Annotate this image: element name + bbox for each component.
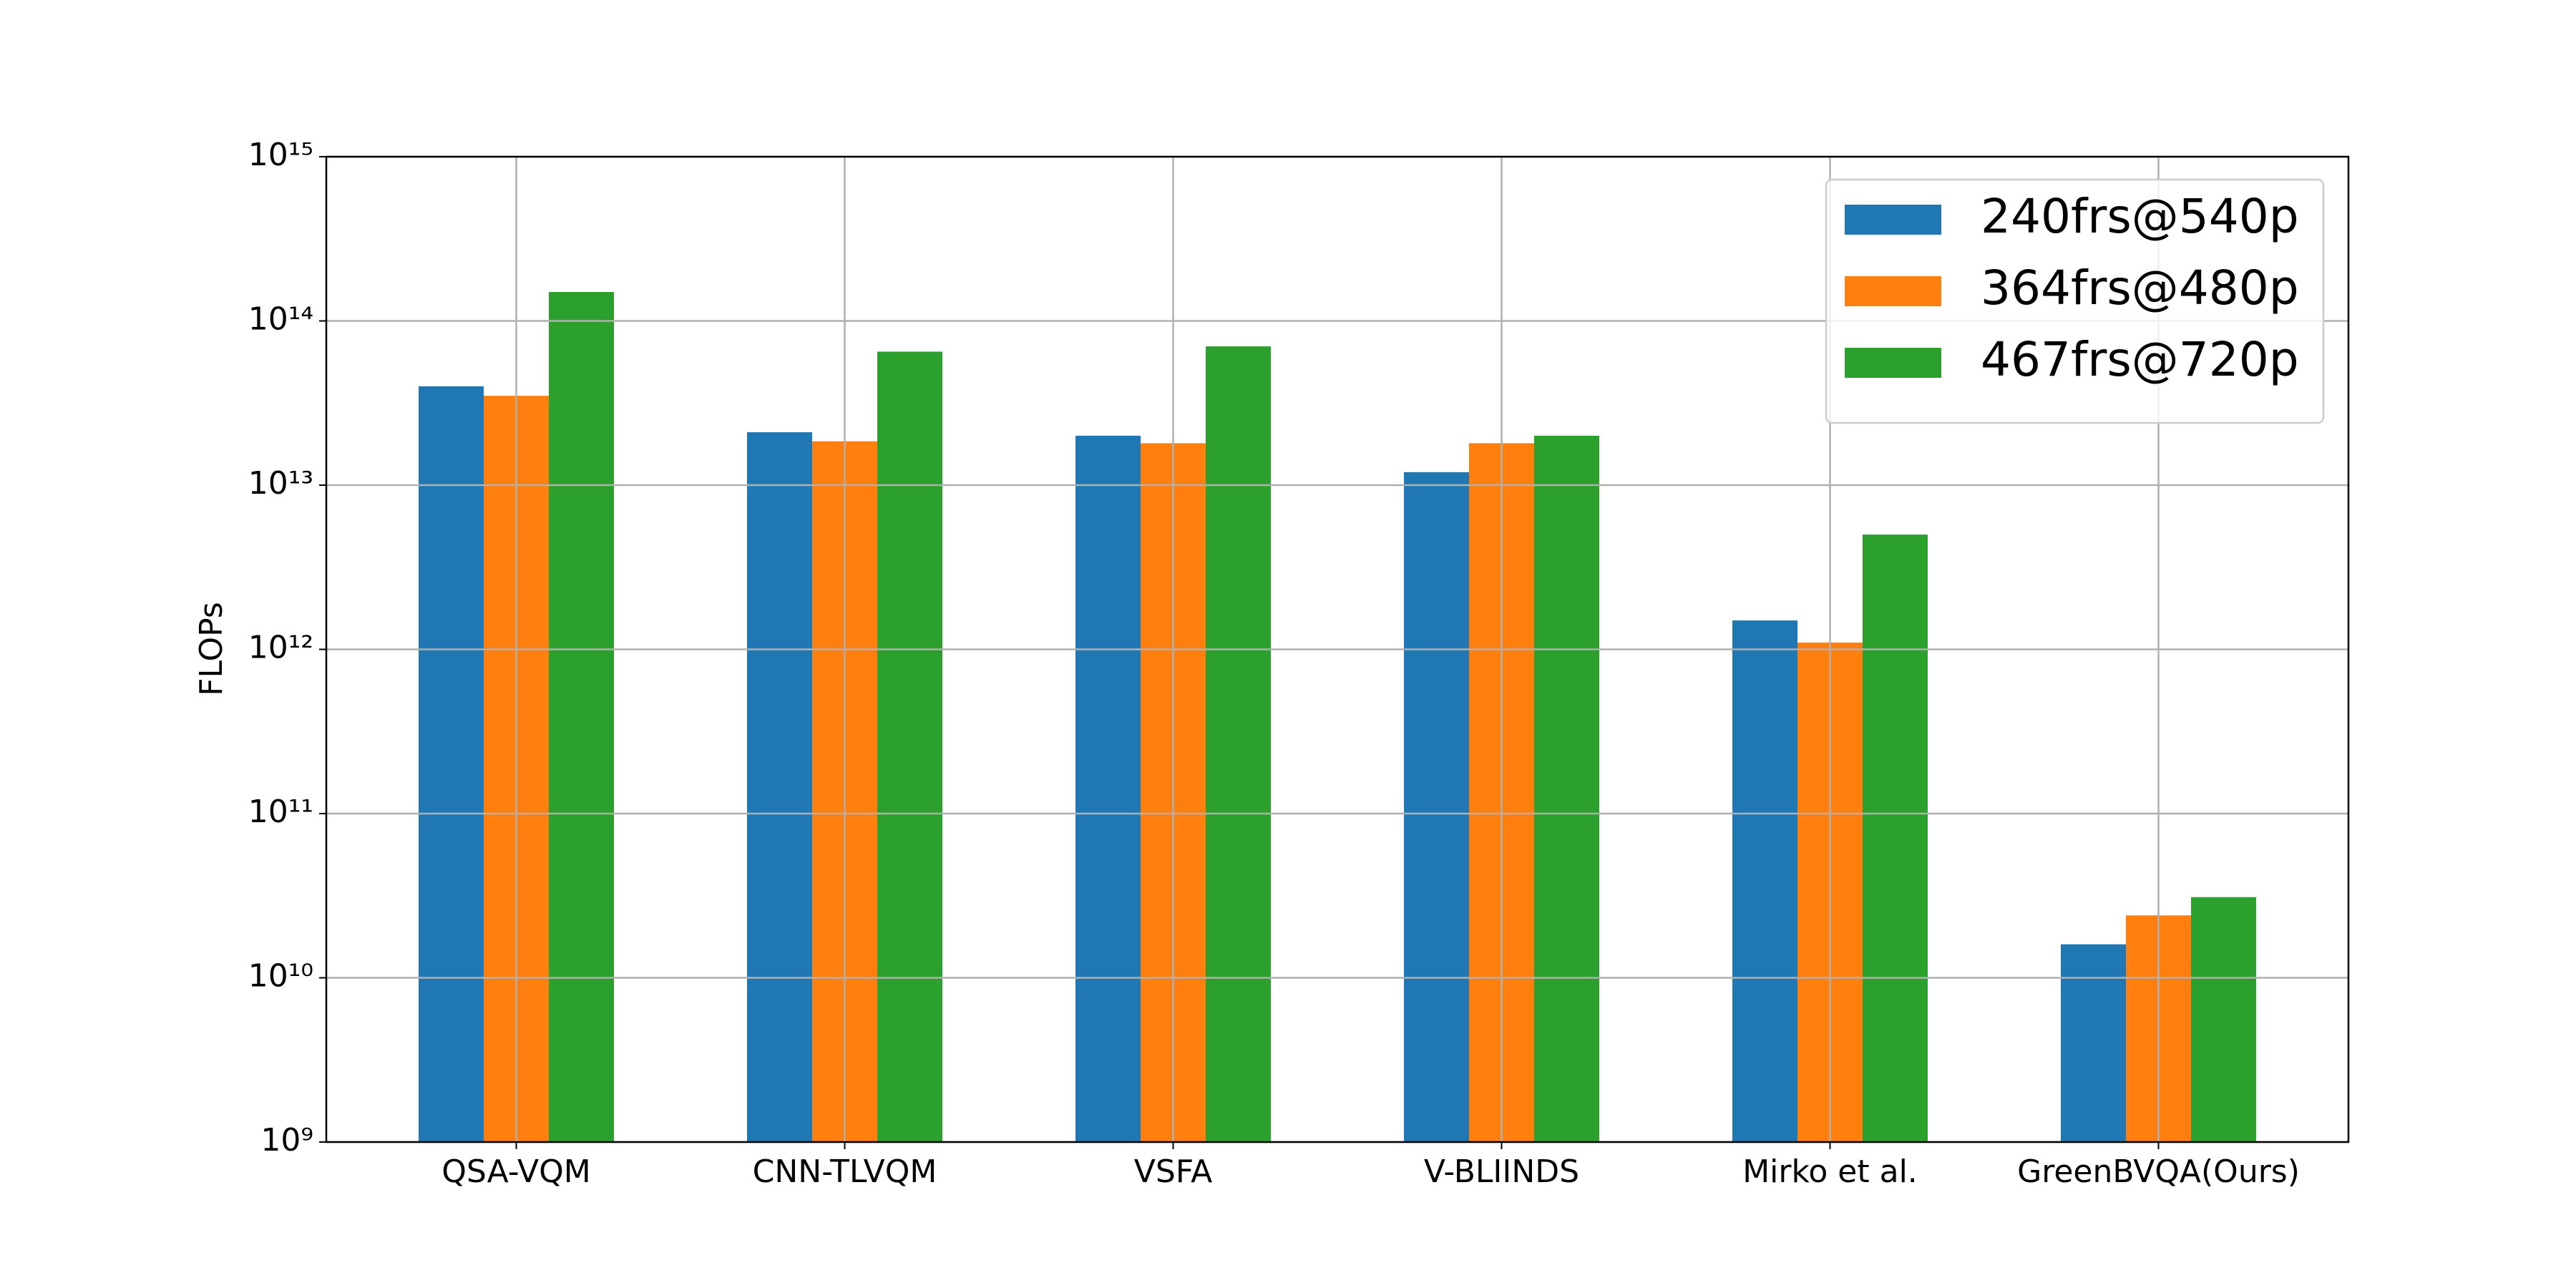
y-axis-label: FLOPs [193, 602, 230, 696]
legend-swatch [1845, 205, 1941, 235]
x-tick-label: Mirko et al. [1742, 1153, 1918, 1190]
x-tick-label: VSFA [1134, 1153, 1212, 1190]
legend-swatch [1845, 276, 1941, 306]
x-tick-label: GreenBVQA(Ours) [2017, 1153, 2300, 1190]
x-tick-label: QSA-VQM [441, 1153, 591, 1190]
bar [747, 432, 812, 1142]
bar [877, 351, 942, 1142]
bar [1534, 435, 1599, 1142]
x-tick-label: V-BLIINDS [1424, 1153, 1579, 1190]
bar [1863, 535, 1928, 1142]
bar [549, 292, 614, 1143]
legend-swatch [1845, 348, 1941, 378]
x-tick-label: CNN-TLVQM [753, 1153, 937, 1190]
legend-label: 240frs@540p [1981, 189, 2299, 244]
y-tick-label: 10¹⁰ [248, 958, 313, 995]
legend-label: 467frs@720p [1981, 332, 2299, 387]
y-tick-label: 10¹³ [248, 465, 313, 502]
bar [2191, 897, 2256, 1142]
y-tick-label: 10¹¹ [248, 794, 313, 830]
bar [1206, 346, 1271, 1142]
legend-box [1825, 178, 2325, 424]
plot-frame [325, 155, 2350, 1143]
y-tick-label: 10¹² [248, 630, 313, 666]
bar [1404, 472, 1469, 1142]
y-tick-label: 10⁹ [260, 1122, 313, 1158]
bar [1075, 435, 1141, 1142]
y-tick-label: 10¹⁴ [248, 301, 313, 338]
bar [1732, 620, 1797, 1142]
y-tick-label: 10¹⁵ [248, 137, 313, 173]
legend-label: 364frs@480p [1981, 260, 2299, 316]
bar [419, 386, 484, 1143]
bar [2061, 944, 2126, 1142]
